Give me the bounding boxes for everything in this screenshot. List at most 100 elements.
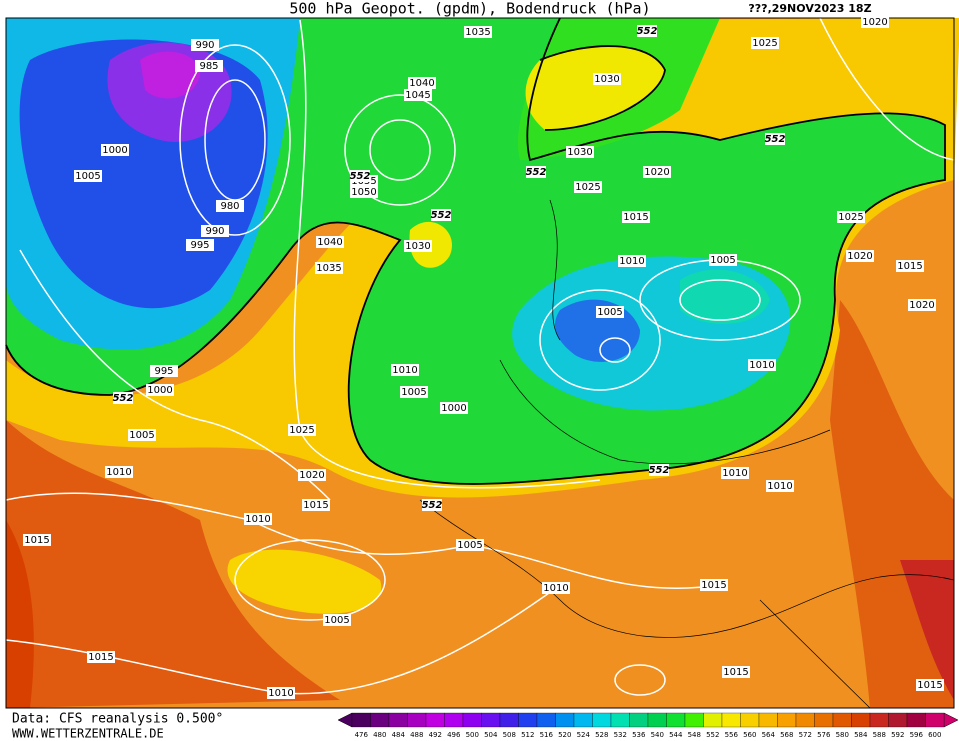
colorbar-swatch [481,712,501,728]
colorbar-swatch [536,712,556,728]
label-box [113,392,133,404]
label-box [216,200,244,212]
colorbar-label: 544 [669,731,683,739]
colorbar-label: 568 [780,731,793,739]
colorbar-swatch [462,712,482,728]
isobar-label: 1025 [289,425,314,436]
colorbar-label: 600 [928,731,941,739]
colorbar-swatch [518,712,538,728]
height-label: 552 [765,134,786,145]
label-box [150,365,178,377]
label-box [350,170,370,182]
isobar-label: 1005 [710,255,735,266]
isobar-label: 1050 [351,187,376,198]
isobar-label: 1015 [24,535,49,546]
colorbar-label: 504 [484,731,498,739]
isobar-label: 1025 [838,212,863,223]
colorbar-label: 564 [762,731,776,739]
colorbar-swatch [925,712,945,728]
isobar-label: 1005 [129,430,154,441]
label-box [350,186,378,198]
colorbar-label: 584 [854,731,868,739]
height-label: 552 [422,500,443,511]
label-box [709,254,737,266]
label-box [101,144,129,156]
colorbar-arrow [943,712,959,728]
label-box [146,384,174,396]
label-box [596,306,624,318]
isobar-label: 1020 [644,167,669,178]
colorbar-label: 508 [503,731,516,739]
colorbar-swatch [610,712,630,728]
colorbar-swatch [629,712,649,728]
colorbar-label: 524 [577,731,591,739]
isobar-label: 1000 [441,403,466,414]
label-box [267,687,295,699]
colorbar: 476 480 484 488 492 496 500 504 508 512 516 520 524 5… [337,712,959,739]
colorbar-swatch [407,712,427,728]
colorbar-label: 484 [392,731,406,739]
label-box [440,402,468,414]
colorbar-swatch [425,712,445,728]
isobar-label: 1005 [401,387,426,398]
isobar-label: 1010 [268,688,293,699]
colorbar-label: 516 [540,731,554,739]
colorbar-arrow [337,712,353,728]
isobar-label: 1015 [723,667,748,678]
label-box [422,499,442,511]
colorbar-label: 488 [410,731,423,739]
colorbar-label: 536 [632,731,646,739]
label-box [643,166,671,178]
colorbar-swatch [869,712,889,728]
label-box [323,614,351,626]
label-box [618,255,646,267]
colorbar-swatch [740,712,760,728]
colorbar-label: 476 [355,731,369,739]
colorbar-label: 480 [373,731,386,739]
label-box [87,651,115,663]
height-label: 552 [350,171,371,182]
label-box [315,262,343,274]
isobar-label: 1010 [722,468,747,479]
isobar-label: 1040 [409,78,434,89]
colorbar-swatch [444,712,464,728]
colorbar-label: 588 [873,731,886,739]
colorbar-swatch [888,712,908,728]
label-box [721,467,749,479]
colorbar-swatch [814,712,834,728]
isobar-label: 1035 [316,263,341,274]
colorbar-swatch [684,712,704,728]
label-box [408,77,436,89]
isobar-label: 995 [190,240,209,251]
isobar-label: 1025 [752,38,777,49]
colorbar-swatch [592,712,612,728]
colorbar-swatch [388,712,408,728]
label-box [751,37,779,49]
label-box [896,260,924,272]
colorbar-swatch [851,712,871,728]
height-label: 552 [431,210,452,221]
colorbar-swatch [777,712,797,728]
colorbar-label: 500 [466,731,479,739]
label-box [128,429,156,441]
colorbar-label: 520 [558,731,571,739]
isobar-label: 1030 [567,147,592,158]
label-box [916,679,944,691]
colorbar-label: 540 [651,731,664,739]
colorbar-swatch [832,712,852,728]
isobar-label: 1015 [917,680,942,691]
isobar-label: 1035 [465,27,490,38]
isobar-label: 1000 [102,145,127,156]
label-box [201,225,229,237]
colorbar-swatch [573,712,593,728]
label-box [574,181,602,193]
isobar-label: 1030 [594,74,619,85]
colorbar-label: 576 [817,731,831,739]
isobar-label: 1030 [405,241,430,252]
site-name: WWW.WETTERZENTRALE.DE [12,727,164,741]
height-label: 552 [649,465,670,476]
label-box [298,469,326,481]
data-source: Data: CFS reanalysis 0.500° [12,712,223,727]
isobar-label: 1020 [909,300,934,311]
colorbar-label: 552 [706,731,719,739]
